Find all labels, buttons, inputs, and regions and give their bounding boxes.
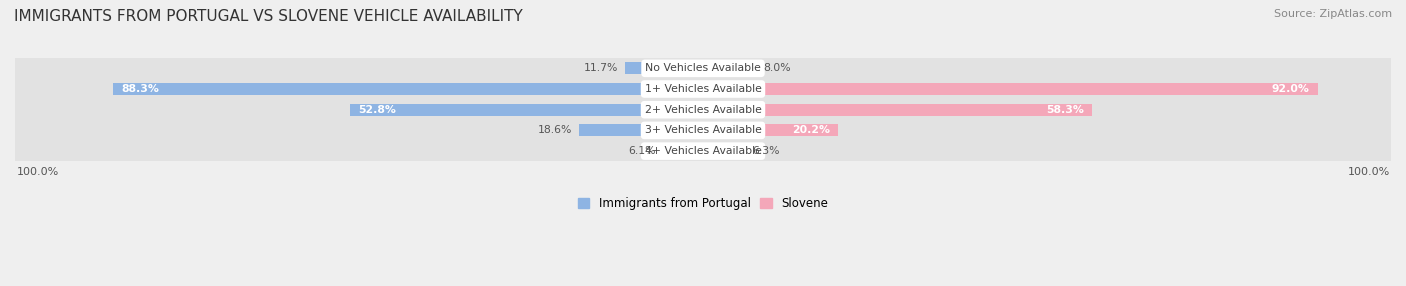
Text: 20.2%: 20.2% — [792, 126, 830, 135]
Text: IMMIGRANTS FROM PORTUGAL VS SLOVENE VEHICLE AVAILABILITY: IMMIGRANTS FROM PORTUGAL VS SLOVENE VEHI… — [14, 9, 523, 23]
Bar — [350, 104, 703, 116]
Legend: Immigrants from Portugal, Slovene: Immigrants from Portugal, Slovene — [578, 197, 828, 210]
Bar — [15, 141, 1391, 162]
Text: 58.3%: 58.3% — [1046, 105, 1084, 115]
Text: 100.0%: 100.0% — [1347, 167, 1389, 177]
Text: 6.1%: 6.1% — [628, 146, 655, 156]
Bar — [703, 83, 1317, 95]
Text: 1+ Vehicles Available: 1+ Vehicles Available — [644, 84, 762, 94]
Text: 11.7%: 11.7% — [583, 63, 619, 73]
Text: 4+ Vehicles Available: 4+ Vehicles Available — [644, 146, 762, 156]
Bar — [703, 104, 1092, 116]
Bar — [15, 58, 1391, 79]
Bar — [15, 99, 1391, 120]
Text: No Vehicles Available: No Vehicles Available — [645, 63, 761, 73]
Bar — [15, 120, 1391, 141]
Text: 6.3%: 6.3% — [752, 146, 779, 156]
Text: 3+ Vehicles Available: 3+ Vehicles Available — [644, 126, 762, 135]
Bar — [624, 62, 703, 74]
Bar — [703, 62, 756, 74]
Bar — [15, 79, 1391, 99]
Text: 8.0%: 8.0% — [763, 63, 790, 73]
Text: 18.6%: 18.6% — [537, 126, 572, 135]
Text: Source: ZipAtlas.com: Source: ZipAtlas.com — [1274, 9, 1392, 19]
Bar — [662, 145, 703, 157]
Bar — [579, 124, 703, 136]
Text: 88.3%: 88.3% — [121, 84, 159, 94]
Bar — [703, 145, 745, 157]
Bar — [114, 83, 703, 95]
Text: 92.0%: 92.0% — [1271, 84, 1309, 94]
Text: 2+ Vehicles Available: 2+ Vehicles Available — [644, 105, 762, 115]
Bar — [703, 124, 838, 136]
Text: 52.8%: 52.8% — [359, 105, 396, 115]
Text: 100.0%: 100.0% — [17, 167, 59, 177]
